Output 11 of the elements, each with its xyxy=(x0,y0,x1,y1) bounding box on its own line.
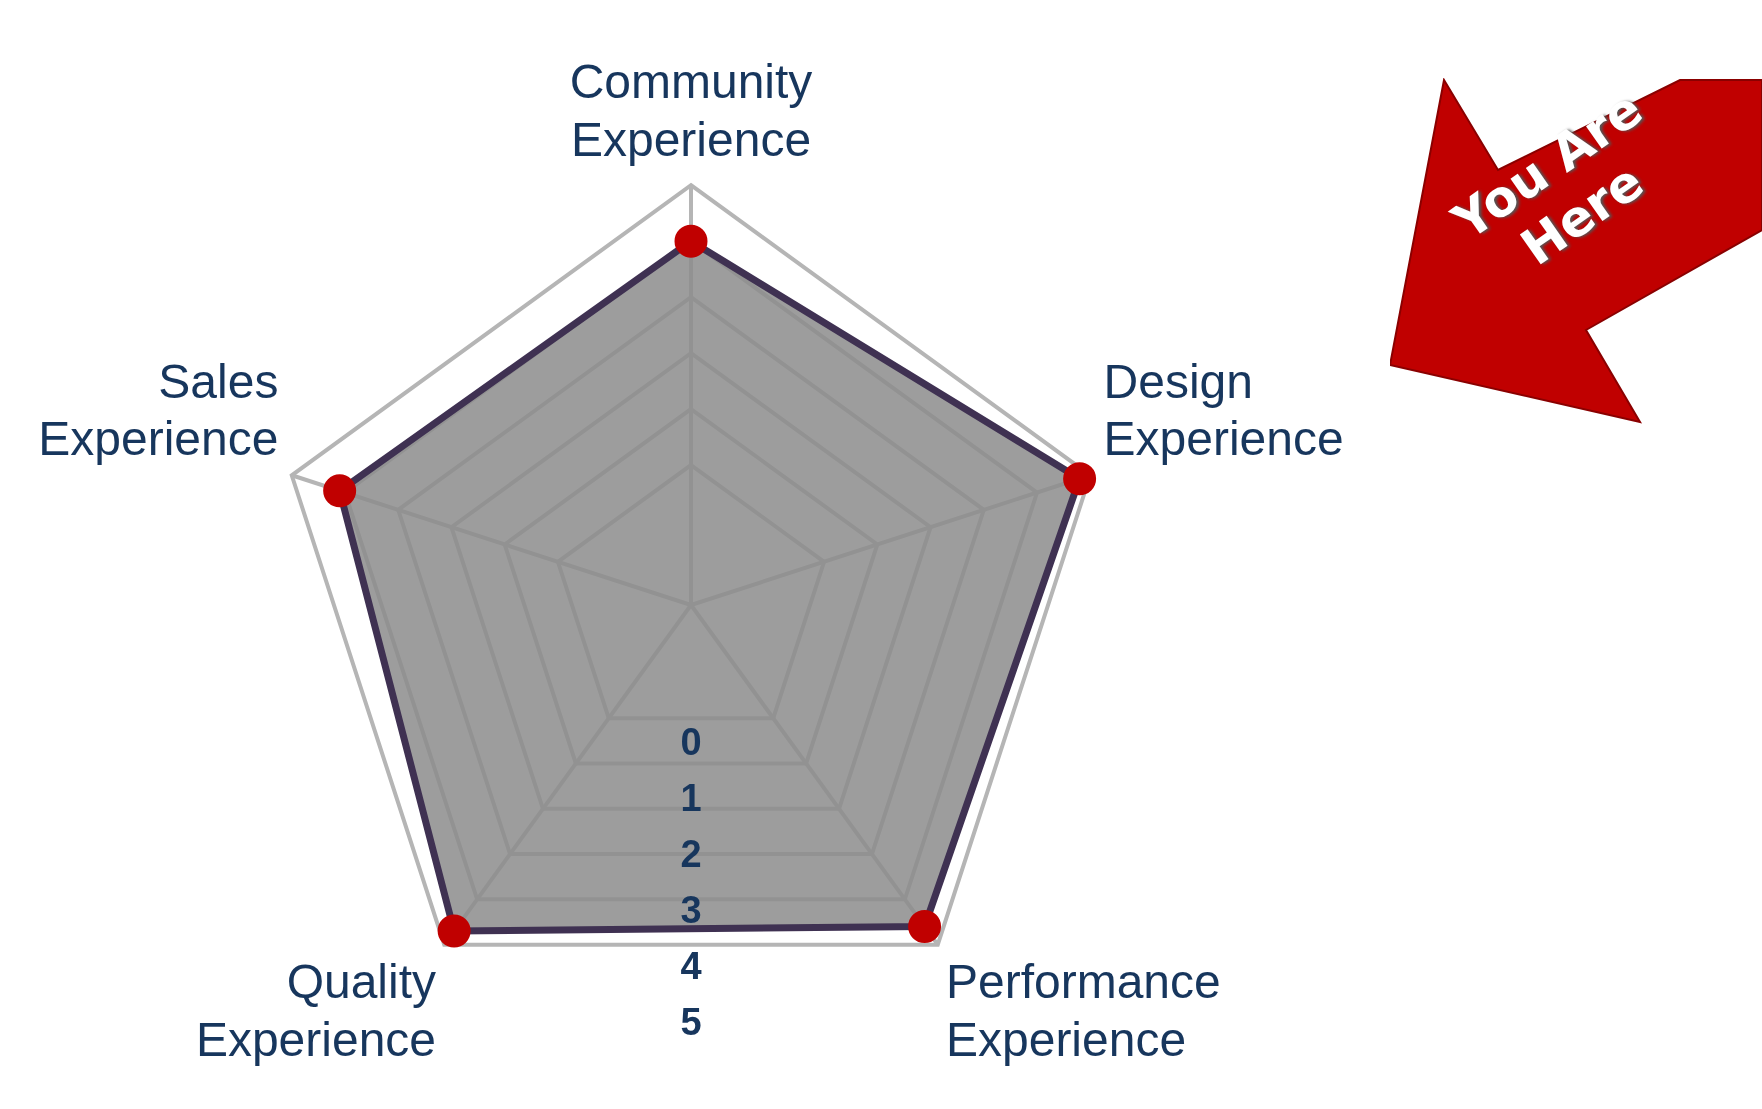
spoke-label: Performance Experience xyxy=(945,954,1221,1066)
spoke-label: Community Experience xyxy=(569,55,813,166)
y-tick-label: 2 xyxy=(680,833,702,876)
y-tick-label: 5 xyxy=(680,1001,702,1044)
spoke-label: Quality Experience xyxy=(195,954,437,1066)
y-tick-label: 0 xyxy=(680,721,702,764)
y-tick-label: 1 xyxy=(680,777,702,820)
spoke-label: Sales Experience xyxy=(38,354,279,466)
y-tick-label: 4 xyxy=(680,945,702,988)
spoke-label: Design Experience xyxy=(1103,354,1344,466)
y-tick-label: 3 xyxy=(680,889,702,932)
